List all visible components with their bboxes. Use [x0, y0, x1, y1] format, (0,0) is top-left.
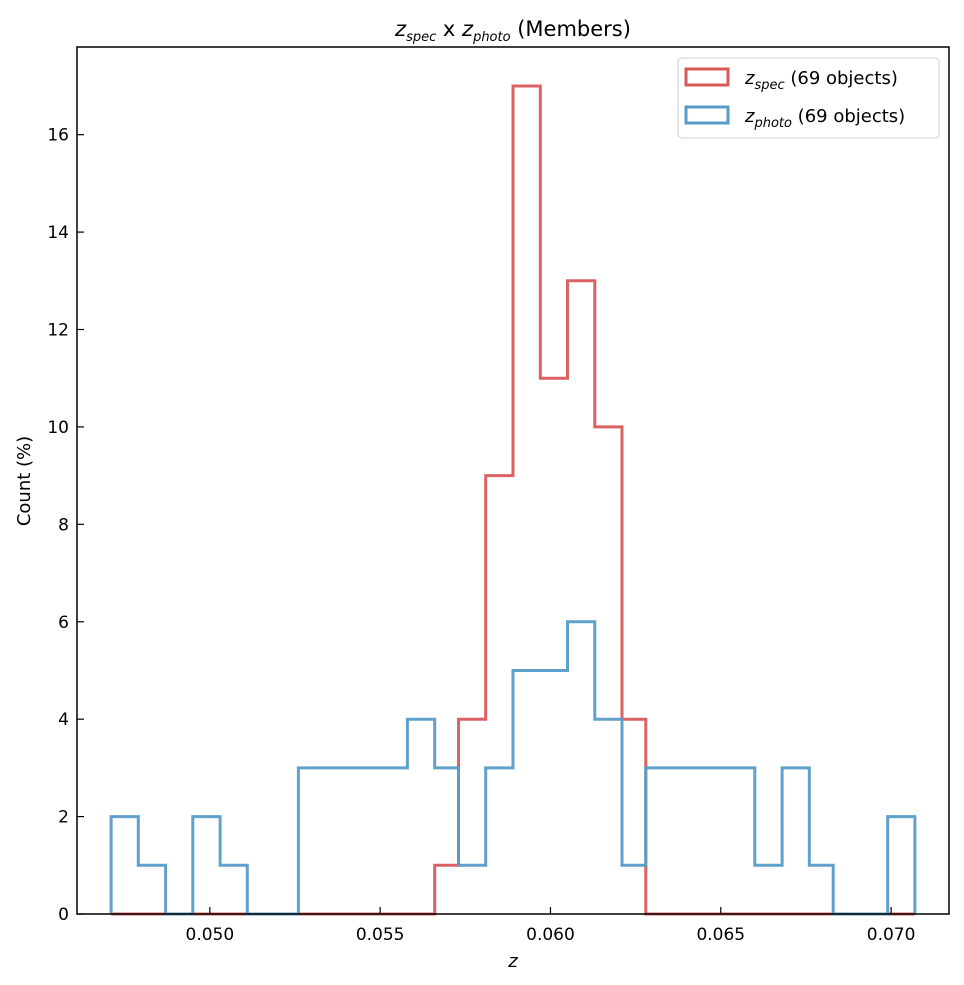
legend-box: [677, 57, 940, 139]
bar-z-photo-19: [622, 865, 646, 914]
bar-z-photo-25: [782, 768, 809, 914]
bar-z-photo-21: [673, 768, 700, 914]
bar-z-photo-9: [353, 768, 380, 914]
bar-z-photo-16: [540, 671, 567, 915]
bar-z-photo-7: [298, 768, 325, 914]
bar-z-photo-0: [111, 817, 138, 914]
y-tick-label: 10: [47, 418, 69, 438]
legend: zspec (69 objects) zphoto (69 objects): [677, 57, 940, 139]
x-axis: 0.050 0.055 0.060 0.065 0.070: [186, 907, 916, 945]
bar-z-photo-26: [809, 865, 833, 914]
histogram-step-z-photo: [109, 620, 917, 916]
bar-z-photo-8: [326, 768, 353, 914]
y-axis: 0 2 4 6 8 10 12 14 16: [47, 126, 84, 925]
y-tick-label: 4: [58, 710, 69, 730]
bar-z-photo-1: [138, 865, 165, 914]
bar-z-photo-18: [595, 719, 622, 914]
x-tick-label: 0.055: [356, 925, 405, 945]
bar-z-photo-13: [459, 865, 486, 914]
y-axis-label: Count (%): [14, 436, 35, 526]
x-tick-label: 0.060: [526, 925, 575, 945]
bar-z-photo-10: [380, 768, 407, 914]
y-tick-label: 6: [58, 613, 69, 633]
y-tick-label: 2: [58, 808, 69, 828]
bar-z-photo-14: [486, 768, 513, 914]
bar-z-photo-22: [700, 768, 727, 914]
y-tick-label: 12: [47, 321, 69, 341]
bar-z-photo-11: [407, 719, 434, 914]
y-tick-label: 0: [58, 905, 69, 925]
bar-z-photo-29: [888, 817, 915, 914]
bar-z-photo-17: [568, 622, 595, 914]
y-tick-label: 8: [58, 515, 69, 535]
series-layer: [109, 84, 917, 916]
y-tick-label: 14: [47, 223, 69, 243]
bar-z-photo-12: [435, 768, 459, 914]
bar-z-photo-23: [728, 768, 755, 914]
bar-z-photo-20: [646, 768, 673, 914]
chart-title: zspec x zphoto (Members): [394, 17, 631, 45]
x-tick-label: 0.070: [867, 925, 916, 945]
legend-swatch-zspec: [684, 67, 730, 87]
x-tick-label: 0.065: [696, 925, 745, 945]
legend-label-zspec: zspec (69 objects): [744, 68, 898, 93]
bar-z-photo-4: [220, 865, 247, 914]
bar-z-photo-24: [755, 865, 782, 914]
bar-z-photo-15: [513, 671, 540, 915]
series-z-photo: [109, 620, 917, 916]
plot-frame: [76, 46, 950, 915]
x-axis-label: z: [507, 951, 518, 972]
bar-z-photo-3: [193, 817, 220, 914]
legend-label-zphoto: zphoto (69 objects): [744, 106, 905, 131]
y-tick-label: 16: [47, 126, 69, 146]
x-tick-label: 0.050: [186, 925, 235, 945]
legend-swatch-zphoto: [684, 105, 730, 125]
